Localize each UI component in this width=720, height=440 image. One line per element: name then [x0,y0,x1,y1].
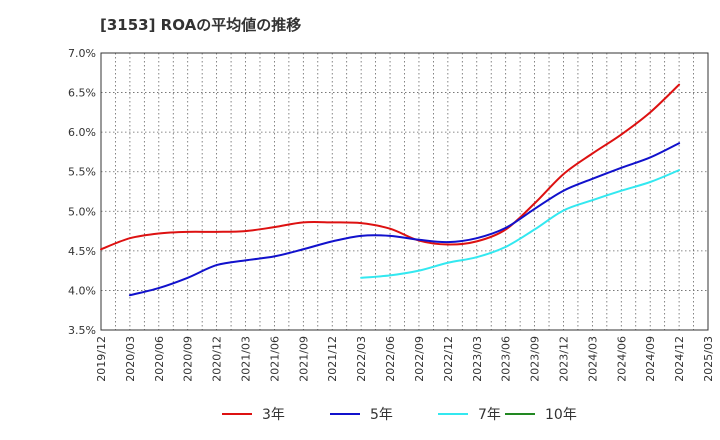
legend-label: 10年 [545,407,577,423]
x-tick-label: 2021/03 [240,336,253,382]
y-tick-label: 4.5% [68,245,96,258]
x-tick-label: 2025/03 [702,336,715,382]
x-tick-label: 2022/06 [384,336,397,382]
x-tick-label: 2022/12 [442,336,455,382]
y-tick-label: 6.0% [68,126,96,139]
chart-title: [3153] ROAの平均値の推移 [100,16,301,34]
x-tick-label: 2023/12 [557,336,570,382]
x-tick-label: 2022/09 [413,336,426,382]
y-tick-label: 6.5% [68,87,96,100]
x-tick-label: 2020/06 [153,336,166,382]
legend-label: 5年 [370,407,393,423]
legend: 3年 5年 7年 10年 [222,407,577,423]
y-tick-label: 5.5% [68,166,96,179]
x-tick-label: 2020/03 [124,336,137,382]
series-line-2 [360,169,681,279]
x-tick-label: 2024/03 [586,336,599,382]
x-tick-label: 2022/03 [355,336,368,382]
x-tick-label: 2020/12 [211,336,224,382]
y-tick-label: 5.0% [68,205,96,218]
x-tick-label: 2021/06 [268,336,281,382]
y-axis-ticks: 3.5% 4.0% 4.5% 5.0% 5.5% 6.0% 6.5% 7.0% [68,47,96,337]
x-tick-label: 2024/06 [615,336,628,382]
y-tick-label: 4.0% [68,284,96,297]
series-line-1 [128,142,681,297]
x-tick-label: 2019/12 [95,336,108,382]
legend-label: 7年 [478,407,501,423]
x-tick-label: 2024/12 [673,336,686,382]
x-axis-ticks: 2019/12 2020/03 2020/06 2020/09 2020/12 2021/… [95,336,715,382]
series-line-0 [100,83,681,251]
x-tick-label: 2023/06 [500,336,513,382]
x-tick-label: 2023/03 [471,336,484,382]
y-tick-label: 7.0% [68,47,96,60]
x-tick-label: 2020/09 [182,336,195,382]
legend-label: 3年 [262,407,285,423]
x-tick-label: 2023/09 [529,336,542,382]
x-tick-label: 2021/09 [297,336,310,382]
y-tick-label: 3.5% [68,324,96,337]
series-lines [100,83,681,297]
x-tick-label: 2021/12 [326,336,339,382]
x-tick-label: 2024/09 [644,336,657,382]
plot-frame [100,52,709,331]
